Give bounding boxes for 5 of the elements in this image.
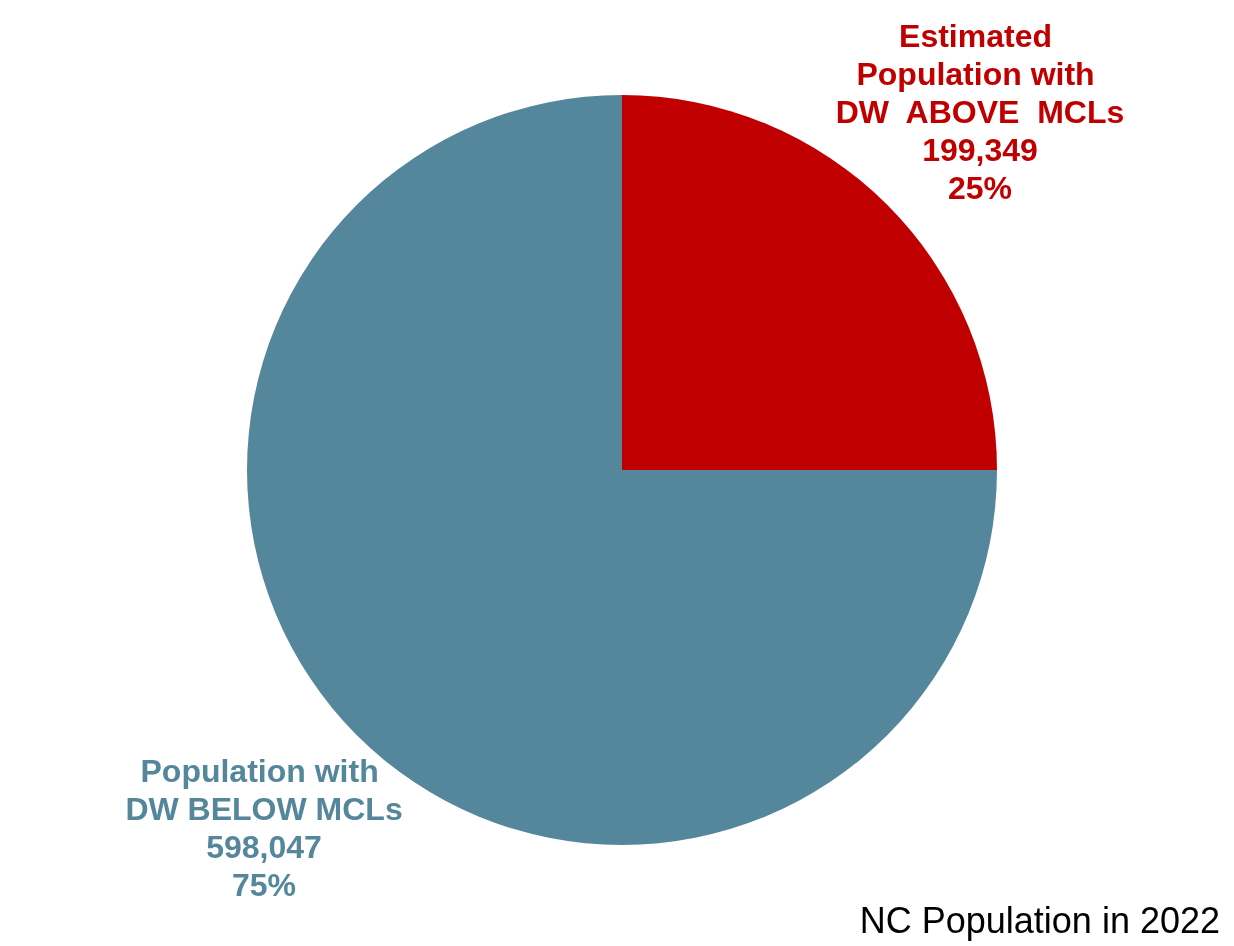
slice-label: Population with DW BELOW MCLs bbox=[125, 752, 403, 827]
text: NC Population in 2022 bbox=[859, 899, 1220, 941]
data-label: 598,047 75% bbox=[206, 828, 322, 903]
slice-label: Estimated Population with DW ABOVE MCLs bbox=[835, 18, 1125, 131]
data-label: 199,349 25% bbox=[922, 132, 1038, 207]
